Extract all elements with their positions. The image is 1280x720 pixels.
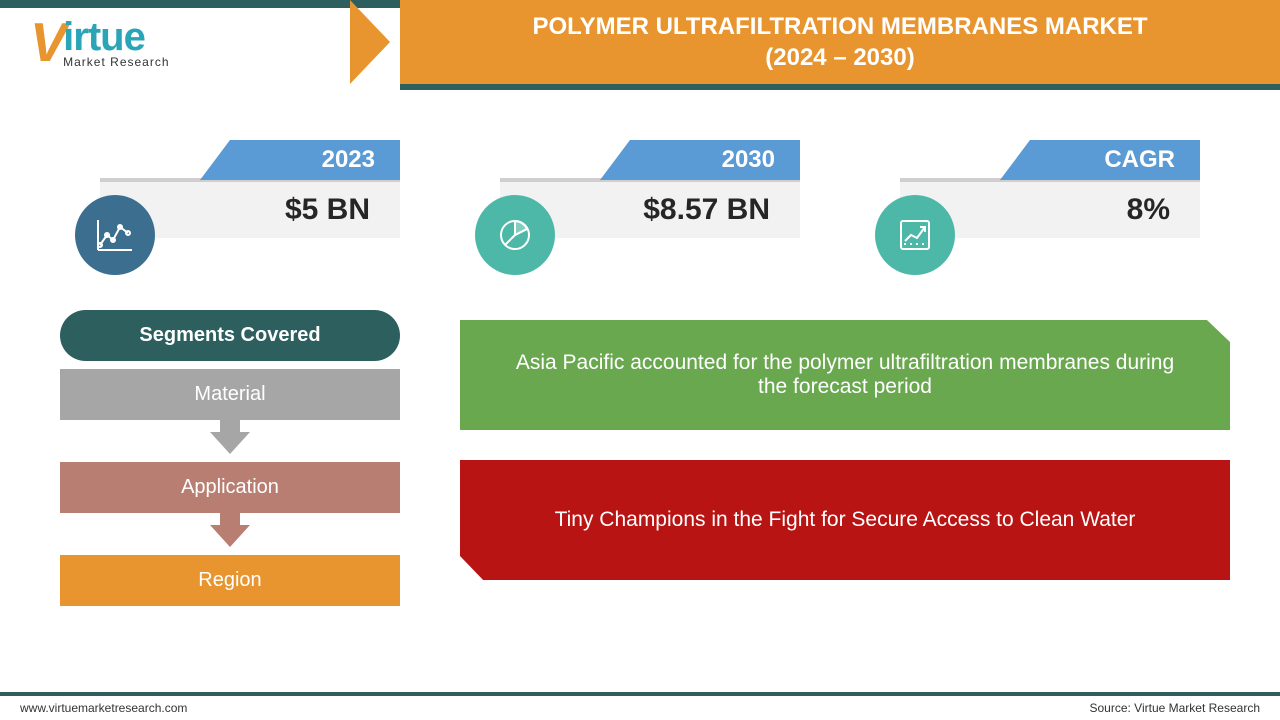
segments-panel: Segments Covered Material Application Re…: [60, 310, 400, 606]
brand-logo: V irtue Market Research: [30, 10, 340, 85]
growth-chart-icon: [875, 195, 955, 275]
chevron-decoration: [350, 0, 390, 84]
callout-regional-insight: Asia Pacific accounted for the polymer u…: [460, 320, 1230, 430]
arrow-connector: [220, 420, 240, 432]
footer-url: www.virtuemarketresearch.com: [20, 701, 187, 715]
line-chart-icon: [75, 195, 155, 275]
banner-underline: [400, 84, 1280, 90]
footer-source: Source: Virtue Market Research: [1089, 701, 1260, 715]
footer-bar: www.virtuemarketresearch.com Source: Vir…: [0, 692, 1280, 720]
callout-red-text: Tiny Champions in the Fight for Secure A…: [555, 508, 1136, 532]
page-title: POLYMER ULTRAFILTRATION MEMBRANES MARKET…: [532, 11, 1147, 73]
stat-year-tab: 2030: [600, 140, 800, 180]
arrow-connector: [220, 513, 240, 525]
callout-tagline: Tiny Champions in the Fight for Secure A…: [460, 460, 1230, 580]
title-banner: POLYMER ULTRAFILTRATION MEMBRANES MARKET…: [400, 0, 1280, 84]
segment-application: Application: [60, 462, 400, 513]
arrow-down-icon: [210, 525, 250, 547]
stat-year-tab: 2023: [200, 140, 400, 180]
stat-cagr-tab: CAGR: [1000, 140, 1200, 180]
logo-v-letter: V: [30, 10, 67, 74]
segments-header: Segments Covered: [60, 310, 400, 361]
segment-material: Material: [60, 369, 400, 420]
callout-green-text: Asia Pacific accounted for the polymer u…: [500, 351, 1190, 399]
logo-tagline: Market Research: [63, 55, 169, 69]
segment-region: Region: [60, 555, 400, 606]
pie-chart-icon: [475, 195, 555, 275]
logo-brand-name: irtue: [63, 15, 169, 60]
arrow-down-icon: [210, 432, 250, 454]
